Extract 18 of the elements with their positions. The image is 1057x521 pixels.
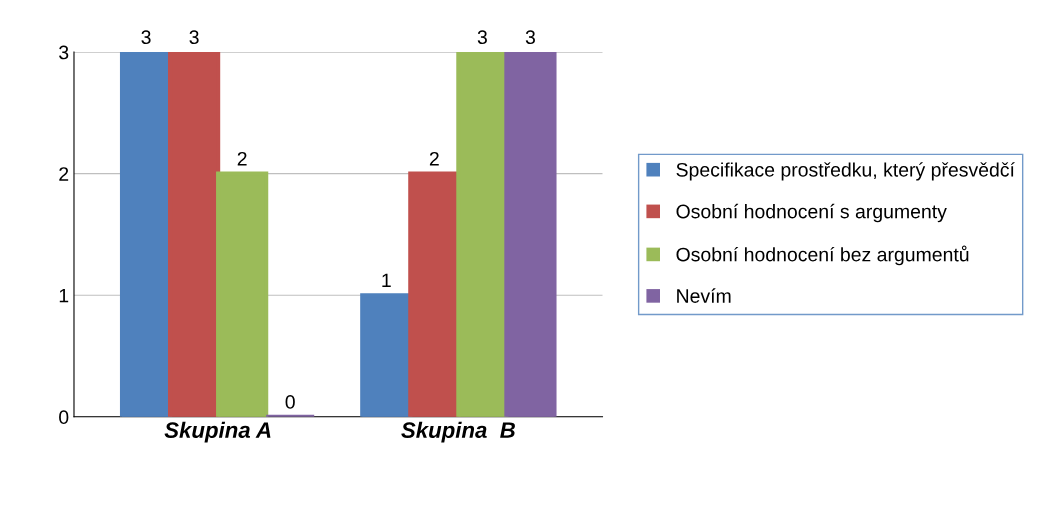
legend-label: Osobní hodnocení s argumenty [676,203,947,223]
y-tick-label: 2 [59,167,69,181]
y-tick-label: 3 [59,45,69,60]
legend-label: Nevím [677,288,731,303]
data-label: 3 [525,30,535,45]
x-tick-label: Skupina A [164,421,271,443]
legend-label: Osobní hodnocení bez argumentů [676,245,969,266]
data-label: 1 [382,273,391,288]
data-label: 3 [189,30,199,45]
data-label: 2 [429,151,439,166]
data-label: 0 [285,395,295,409]
legend-label: Specifikace prostředku, který přesvědčí [676,162,1015,181]
data-label: 3 [141,30,151,45]
data-label: 3 [477,30,487,45]
y-tick-label: 1 [59,288,69,303]
data-label: 2 [237,151,247,166]
y-tick-label: 0 [59,410,69,425]
x-tick-label: Skupina B [401,421,515,443]
